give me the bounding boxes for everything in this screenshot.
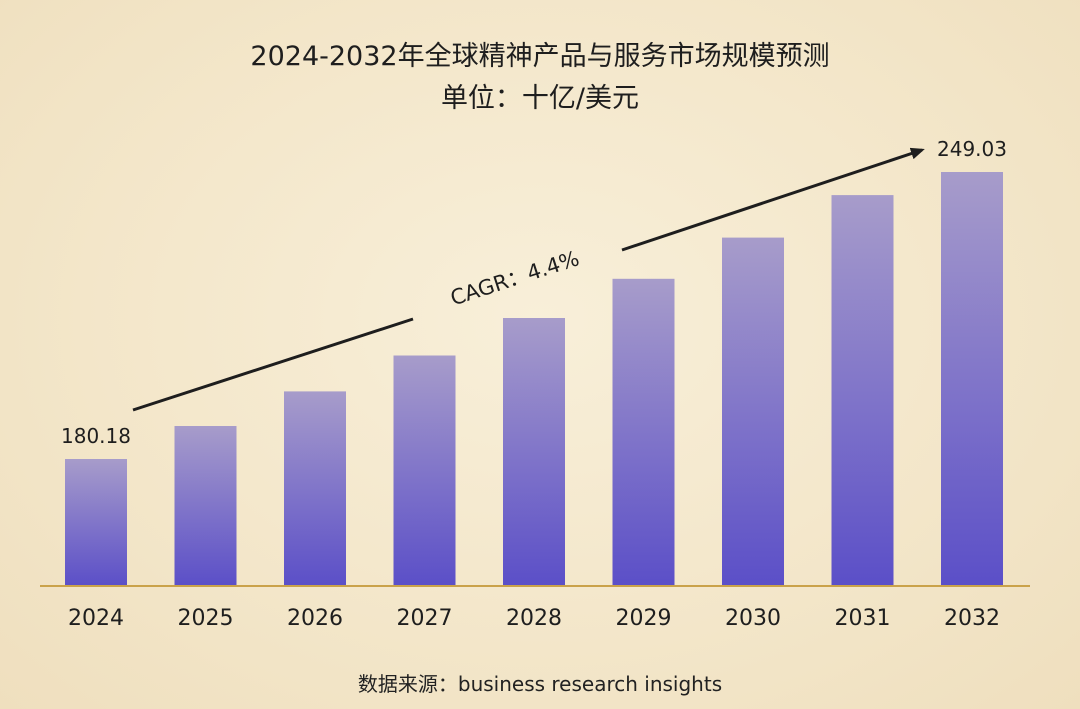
x-tick-label: 2030 <box>725 606 781 631</box>
bar-2026 <box>284 391 346 586</box>
cagr-arrow-left <box>132 317 414 412</box>
bar-2032 <box>941 172 1003 586</box>
data-label-2024: 180.18 <box>61 424 131 448</box>
bar-2028 <box>503 318 565 586</box>
x-tick-label: 2027 <box>397 606 453 631</box>
x-tick-label: 2026 <box>287 606 343 631</box>
x-tick-label: 2029 <box>616 606 672 631</box>
x-tick-label: 2028 <box>506 606 562 631</box>
cagr-arrow-right <box>621 147 925 252</box>
bar-2029 <box>612 278 675 586</box>
bar-2024 <box>65 459 127 586</box>
x-tick-label: 2024 <box>68 606 124 631</box>
x-tick-label: 2031 <box>835 606 891 631</box>
chart-subtitle: 单位：十亿/美元 <box>440 83 640 114</box>
bar-2025 <box>174 426 237 586</box>
source-note: 数据来源：business research insights <box>357 672 723 696</box>
chart-title: 2024-2032年全球精神产品与服务市场规模预测 <box>250 41 830 72</box>
x-tick-label: 2025 <box>178 606 234 631</box>
bar-2027 <box>393 355 456 586</box>
cagr-annotation: CAGR：4.4% <box>447 246 582 310</box>
bar-2030 <box>722 237 784 586</box>
x-tick-label: 2032 <box>944 606 1000 631</box>
bar-2031 <box>831 195 894 586</box>
data-label-2032: 249.03 <box>937 137 1007 161</box>
